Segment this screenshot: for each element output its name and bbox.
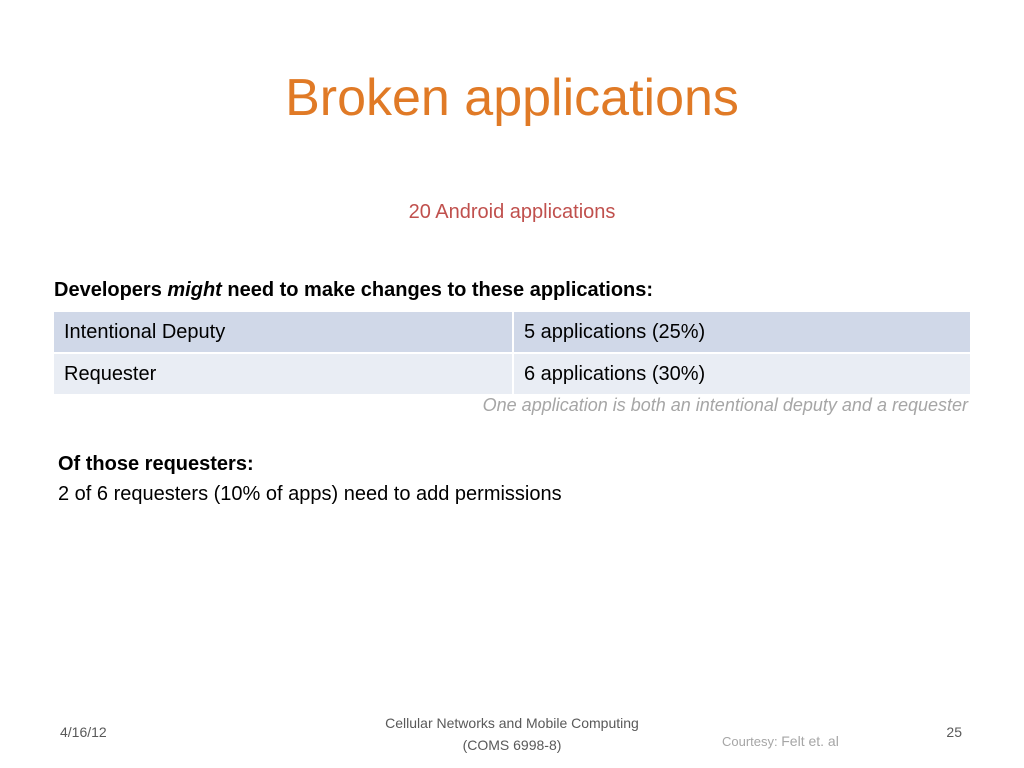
applications-table: Intentional Deputy 5 applications (25%) … — [52, 310, 972, 396]
table-cell-value: 6 applications (30%) — [512, 352, 972, 396]
table-cell-label: Intentional Deputy — [52, 310, 514, 354]
slide-title: Broken applications — [285, 69, 739, 127]
table-note: One application is both an intentional d… — [482, 395, 968, 415]
section-heading: Of those requesters: — [58, 453, 254, 475]
footer-course: Cellular Networks and Mobile Computing (… — [362, 712, 662, 756]
table-cell-label: Requester — [52, 352, 514, 396]
lead-sentence: Developers might need to make changes to… — [54, 277, 653, 303]
table-row: Intentional Deputy 5 applications (25%) — [52, 310, 972, 354]
footer-course-line1: Cellular Networks and Mobile Computing — [385, 715, 639, 731]
footer-course-line2: (COMS 6998-8) — [462, 737, 562, 753]
lead-emphasis: might — [167, 279, 222, 301]
courtesy-label: Courtesy: — [722, 734, 782, 749]
footer-courtesy: Courtesy: Felt et. al — [722, 733, 839, 749]
footer-date: 4/16/12 — [60, 724, 107, 740]
courtesy-author: Felt et. al — [781, 733, 839, 749]
page-number: 25 — [946, 724, 962, 740]
lead-text-before: Developers — [54, 279, 168, 301]
table-row: Requester 6 applications (30%) — [52, 352, 972, 396]
table-cell-value: 5 applications (25%) — [512, 310, 972, 354]
lead-text-after: need to make changes to these applicatio… — [221, 279, 654, 301]
section-body: 2 of 6 requesters (10% of apps) need to … — [58, 483, 562, 505]
slide-subtitle: 20 Android applications — [408, 201, 616, 223]
